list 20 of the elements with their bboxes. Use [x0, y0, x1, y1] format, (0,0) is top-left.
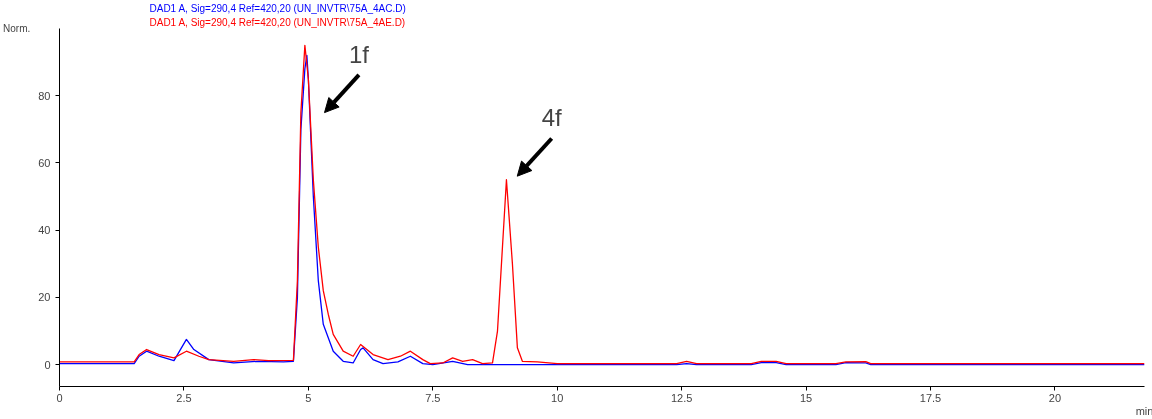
x-tick-label: 0	[56, 391, 63, 404]
y-axis-title: Norm.	[3, 23, 31, 34]
y-tick-label: 20	[38, 291, 51, 304]
y-tick-label: 60	[38, 156, 51, 169]
text: DAD1 A, Sig=290,4 Ref=420,20 (UN_INVTR\75A_4AC.D)	[149, 3, 406, 14]
x-axis-title: min	[1135, 404, 1152, 417]
x-tick-label: 17.5	[919, 391, 942, 404]
annotation: 4f	[541, 104, 562, 132]
x-tick-label: 5	[305, 391, 312, 404]
x-tick-label: 7.5	[425, 391, 441, 404]
x-tick-label: 20	[1048, 391, 1062, 404]
annotation: 1f	[348, 40, 370, 68]
y-tick-label: 80	[38, 89, 51, 102]
x-tick-label: 12.5	[670, 391, 693, 404]
x-tick-label: 10	[551, 391, 564, 404]
y-tick-label: 40	[38, 224, 51, 237]
x-tick-label: 2.5	[176, 391, 192, 404]
y-tick-label: 0	[44, 358, 51, 371]
text: DAD1 A, Sig=290,4 Ref=420,20 (UN_INVTR\75A_4AE.D)	[149, 17, 406, 28]
x-tick-label: 15	[799, 391, 813, 404]
